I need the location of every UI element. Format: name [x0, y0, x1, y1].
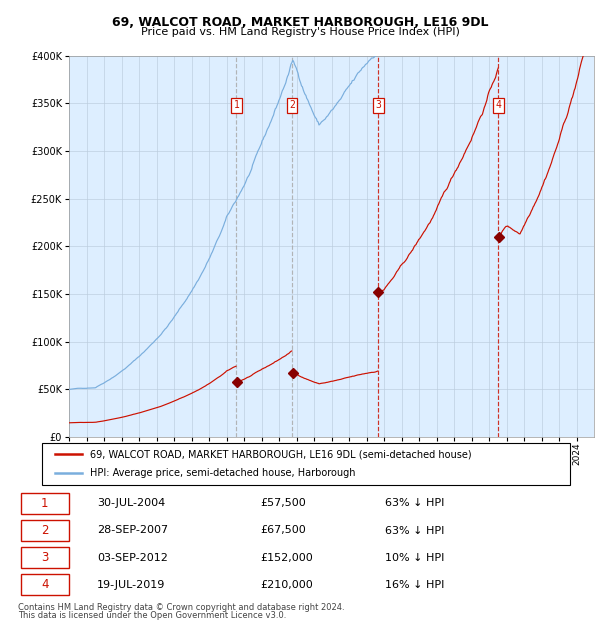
- Text: 19-JUL-2019: 19-JUL-2019: [97, 580, 166, 590]
- Text: £210,000: £210,000: [260, 580, 313, 590]
- Text: This data is licensed under the Open Government Licence v3.0.: This data is licensed under the Open Gov…: [18, 611, 286, 620]
- Text: £152,000: £152,000: [260, 552, 313, 562]
- Text: 3: 3: [375, 100, 381, 110]
- Text: Contains HM Land Registry data © Crown copyright and database right 2024.: Contains HM Land Registry data © Crown c…: [18, 603, 344, 612]
- Text: 63% ↓ HPI: 63% ↓ HPI: [385, 498, 444, 508]
- Text: 10% ↓ HPI: 10% ↓ HPI: [385, 552, 444, 562]
- Text: 2: 2: [41, 524, 49, 537]
- Text: 30-JUL-2004: 30-JUL-2004: [97, 498, 165, 508]
- Text: 1: 1: [41, 497, 49, 510]
- FancyBboxPatch shape: [21, 547, 69, 569]
- Text: 28-SEP-2007: 28-SEP-2007: [97, 526, 168, 536]
- Text: 2: 2: [289, 100, 295, 110]
- Text: £57,500: £57,500: [260, 498, 306, 508]
- Text: 16% ↓ HPI: 16% ↓ HPI: [385, 580, 444, 590]
- FancyBboxPatch shape: [21, 574, 69, 595]
- Text: 69, WALCOT ROAD, MARKET HARBOROUGH, LE16 9DL (semi-detached house): 69, WALCOT ROAD, MARKET HARBOROUGH, LE16…: [89, 449, 471, 459]
- Text: 63% ↓ HPI: 63% ↓ HPI: [385, 526, 444, 536]
- Text: HPI: Average price, semi-detached house, Harborough: HPI: Average price, semi-detached house,…: [89, 469, 355, 479]
- Text: 3: 3: [41, 551, 49, 564]
- Text: £67,500: £67,500: [260, 526, 306, 536]
- Text: 4: 4: [41, 578, 49, 591]
- Text: 1: 1: [233, 100, 239, 110]
- Text: 69, WALCOT ROAD, MARKET HARBOROUGH, LE16 9DL: 69, WALCOT ROAD, MARKET HARBOROUGH, LE16…: [112, 16, 488, 29]
- Text: Price paid vs. HM Land Registry's House Price Index (HPI): Price paid vs. HM Land Registry's House …: [140, 27, 460, 37]
- FancyBboxPatch shape: [21, 493, 69, 514]
- Text: 4: 4: [496, 100, 502, 110]
- FancyBboxPatch shape: [21, 520, 69, 541]
- Text: 03-SEP-2012: 03-SEP-2012: [97, 552, 168, 562]
